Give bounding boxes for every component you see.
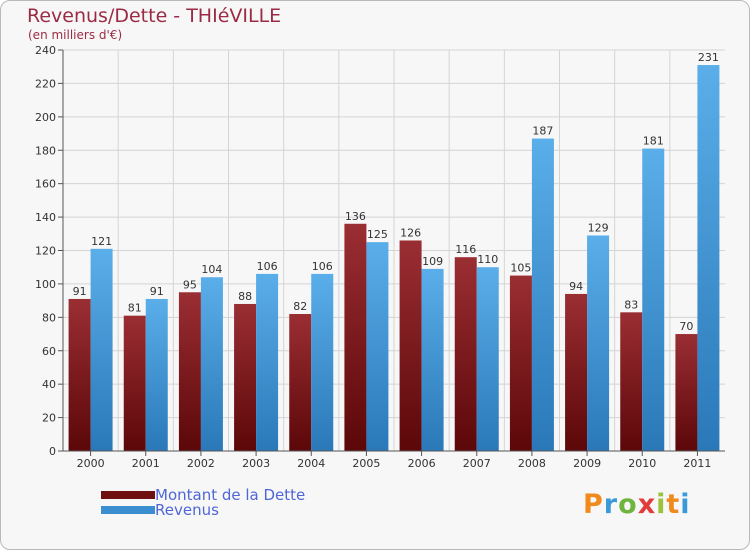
data-label-revenus: 129: [588, 221, 609, 234]
bar-revenus: [90, 248, 113, 451]
data-label-dette: 81: [128, 302, 142, 315]
y-tick-label: 220: [35, 77, 56, 90]
bar-revenus: [476, 267, 499, 451]
legend-label-revenus: Revenus: [155, 501, 219, 519]
x-tick-label: 2007: [463, 457, 491, 470]
logo-letter: i: [680, 489, 691, 520]
bar-revenus: [366, 242, 389, 451]
chart-subtitle: (en milliers d'€): [28, 28, 123, 42]
bar-dette: [68, 298, 91, 451]
legend-swatch-revenus: [101, 506, 155, 514]
logo-letter: P: [583, 489, 604, 520]
bar-revenus: [697, 65, 720, 451]
bar-dette: [123, 315, 146, 451]
data-label-revenus: 91: [150, 285, 164, 298]
data-label-dette: 91: [73, 285, 87, 298]
bar-revenus: [642, 148, 665, 451]
y-tick-label: 120: [35, 245, 56, 258]
bar-revenus: [256, 273, 279, 451]
data-label-revenus: 106: [312, 260, 333, 273]
data-label-dette: 82: [293, 300, 307, 313]
bar-dette: [178, 292, 201, 451]
x-tick-label: 2010: [628, 457, 656, 470]
y-tick-label: 40: [42, 378, 56, 391]
chart-title: Revenus/Dette - THIéVILLE: [27, 5, 282, 27]
bar-dette: [509, 275, 532, 451]
bar-revenus: [200, 277, 223, 451]
bar-revenus: [531, 138, 554, 451]
x-tick-label: 2006: [408, 457, 436, 470]
bar-dette: [234, 303, 257, 451]
legend-swatch-dette: [101, 491, 155, 499]
bar-revenus: [145, 298, 168, 451]
logo-letter: x: [637, 489, 657, 520]
y-tick-label: 180: [35, 144, 56, 157]
data-label-revenus: 231: [698, 51, 719, 64]
data-label-revenus: 110: [477, 253, 498, 266]
data-label-dette: 136: [345, 210, 366, 223]
data-label-dette: 83: [624, 298, 638, 311]
y-tick-label: 200: [35, 111, 56, 124]
bar-revenus: [587, 235, 610, 451]
bar-dette: [399, 240, 422, 451]
y-tick-label: 60: [42, 345, 56, 358]
x-tick-label: 2000: [77, 457, 105, 470]
x-tick-label: 2005: [352, 457, 380, 470]
data-label-revenus: 121: [91, 235, 112, 248]
x-tick-label: 2004: [297, 457, 325, 470]
data-label-revenus: 181: [643, 135, 664, 148]
y-tick-label: 0: [49, 445, 56, 458]
y-tick-label: 20: [42, 412, 56, 425]
data-label-dette: 70: [679, 320, 693, 333]
data-label-dette: 88: [238, 290, 252, 303]
bar-dette: [620, 312, 643, 451]
bar-dette: [289, 313, 312, 451]
y-tick-label: 140: [35, 211, 56, 224]
data-label-dette: 116: [455, 243, 476, 256]
y-tick-label: 160: [35, 178, 56, 191]
data-label-dette: 95: [183, 278, 197, 291]
data-label-revenus: 187: [532, 125, 553, 138]
proxiti-logo: Proxiti: [583, 489, 691, 520]
x-tick-label: 2009: [573, 457, 601, 470]
logo-letter: r: [603, 489, 619, 520]
x-tick-label: 2003: [242, 457, 270, 470]
data-label-revenus: 104: [201, 263, 222, 276]
data-label-dette: 126: [400, 226, 421, 239]
logo-letter: i: [656, 489, 667, 520]
x-tick-label: 2011: [683, 457, 711, 470]
bar-dette: [344, 223, 367, 451]
bar-revenus: [421, 268, 444, 451]
x-tick-label: 2002: [187, 457, 215, 470]
y-tick-label: 100: [35, 278, 56, 291]
data-label-revenus: 109: [422, 255, 443, 268]
logo-letter: t: [666, 489, 681, 520]
bar-dette: [675, 334, 698, 451]
y-tick-label: 240: [35, 44, 56, 57]
data-label-revenus: 106: [257, 260, 278, 273]
x-tick-label: 2008: [518, 457, 546, 470]
bar-revenus: [311, 273, 334, 451]
bar-dette: [565, 293, 588, 451]
data-label-dette: 94: [569, 280, 583, 293]
data-label-dette: 105: [510, 262, 531, 275]
data-label-revenus: 125: [367, 228, 388, 241]
x-tick-label: 2001: [132, 457, 160, 470]
bar-dette: [454, 257, 477, 451]
y-tick-label: 80: [42, 311, 56, 324]
legend-label-dette: Montant de la Dette: [155, 486, 306, 504]
logo-letter: o: [618, 489, 638, 520]
